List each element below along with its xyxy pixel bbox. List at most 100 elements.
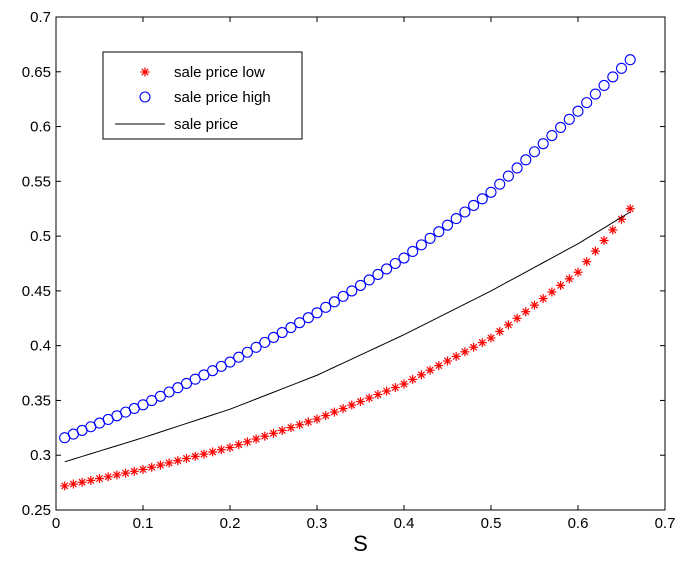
- data-point: [216, 445, 226, 455]
- data-point: [538, 294, 548, 304]
- data-point: [173, 456, 183, 466]
- data-point: [477, 338, 487, 348]
- data-point: [468, 199, 480, 211]
- data-point: [164, 458, 174, 468]
- data-point: [469, 342, 479, 352]
- data-point: [190, 451, 200, 461]
- legend-item: sale price low: [140, 64, 265, 81]
- data-point: [146, 395, 158, 407]
- data-point: [416, 370, 426, 380]
- data-point: [155, 460, 165, 470]
- data-point: [77, 477, 87, 487]
- data-point: [242, 437, 252, 447]
- data-point: [241, 346, 253, 358]
- data-point: [564, 274, 574, 284]
- data-point: [233, 351, 245, 363]
- data-point: [311, 307, 323, 319]
- data-point: [494, 178, 506, 190]
- data-point: [443, 356, 452, 366]
- y-tick-label: 0.45: [22, 283, 51, 300]
- data-point: [451, 351, 461, 361]
- legend-marker: [139, 91, 151, 103]
- data-point: [372, 268, 384, 281]
- data-point: [294, 317, 306, 329]
- series-line: [64, 211, 631, 463]
- data-point: [460, 347, 470, 357]
- data-point: [556, 280, 566, 290]
- x-axis-label: S: [353, 531, 368, 556]
- data-point: [511, 162, 523, 174]
- data-point: [182, 454, 191, 464]
- data-point: [86, 475, 96, 485]
- data-point: [356, 397, 365, 407]
- data-point: [112, 470, 122, 480]
- data-point: [189, 373, 201, 385]
- data-point: [147, 462, 157, 472]
- data-point: [382, 386, 392, 396]
- legend-item: sale price high: [139, 89, 271, 106]
- data-point: [495, 326, 505, 336]
- data-point: [407, 245, 419, 257]
- y-tick-label: 0.65: [22, 64, 51, 81]
- data-point: [312, 414, 322, 424]
- data-point: [251, 434, 261, 444]
- data-point: [172, 382, 184, 394]
- data-point: [224, 356, 236, 368]
- data-point: [337, 290, 349, 302]
- series-sale-price-high: [59, 54, 636, 444]
- data-point: [207, 365, 219, 377]
- y-tick-label: 0.3: [30, 447, 51, 464]
- x-tick-label: 0.4: [394, 515, 415, 532]
- data-point: [320, 301, 332, 313]
- data-point: [285, 322, 297, 334]
- y-tick-label: 0.25: [22, 502, 51, 519]
- data-point: [624, 54, 636, 66]
- series-sale-price-low: [60, 204, 635, 491]
- data-point: [547, 287, 557, 297]
- data-point: [250, 341, 262, 353]
- data-point: [198, 369, 210, 381]
- data-point: [373, 390, 383, 400]
- data-point: [338, 404, 348, 414]
- data-point: [607, 71, 619, 83]
- data-point: [546, 129, 558, 142]
- data-point: [389, 257, 401, 270]
- y-tick-label: 0.35: [22, 392, 51, 409]
- data-point: [354, 279, 367, 291]
- data-point: [137, 399, 149, 411]
- y-tick-label: 0.55: [22, 173, 51, 190]
- data-point: [180, 377, 193, 390]
- data-point: [269, 428, 278, 438]
- y-tick-label: 0.7: [30, 9, 51, 26]
- data-point: [581, 97, 593, 109]
- data-point: [129, 466, 139, 476]
- data-point: [328, 296, 340, 308]
- data-point: [441, 219, 454, 231]
- data-point: [589, 88, 601, 100]
- data-point: [573, 267, 583, 277]
- y-tick-label: 0.4: [30, 338, 51, 355]
- x-tick-label: 0: [52, 515, 60, 532]
- data-point: [555, 121, 567, 133]
- legend: sale price low sale price high sale price: [102, 51, 303, 140]
- series-layer: [59, 54, 636, 491]
- data-point: [347, 400, 357, 410]
- data-point: [563, 113, 575, 125]
- data-point: [260, 431, 270, 441]
- data-point: [103, 472, 113, 482]
- legend-item: sale price: [115, 116, 238, 133]
- ticks-layer: 0 0.1 0.2 0.3 0.4 0.5 0.6 0.7 0.25 0.3 0.35 0.4 0.45…: [22, 9, 676, 532]
- data-point: [208, 447, 218, 457]
- legend-label: sale price low: [174, 64, 265, 81]
- data-point: [476, 193, 488, 205]
- data-point: [590, 246, 600, 256]
- data-point: [68, 479, 78, 489]
- data-point: [60, 481, 70, 491]
- data-point: [302, 312, 314, 324]
- data-point: [277, 425, 287, 435]
- data-point: [276, 326, 288, 339]
- data-point: [95, 474, 104, 484]
- data-point: [425, 365, 435, 375]
- data-point: [199, 449, 209, 459]
